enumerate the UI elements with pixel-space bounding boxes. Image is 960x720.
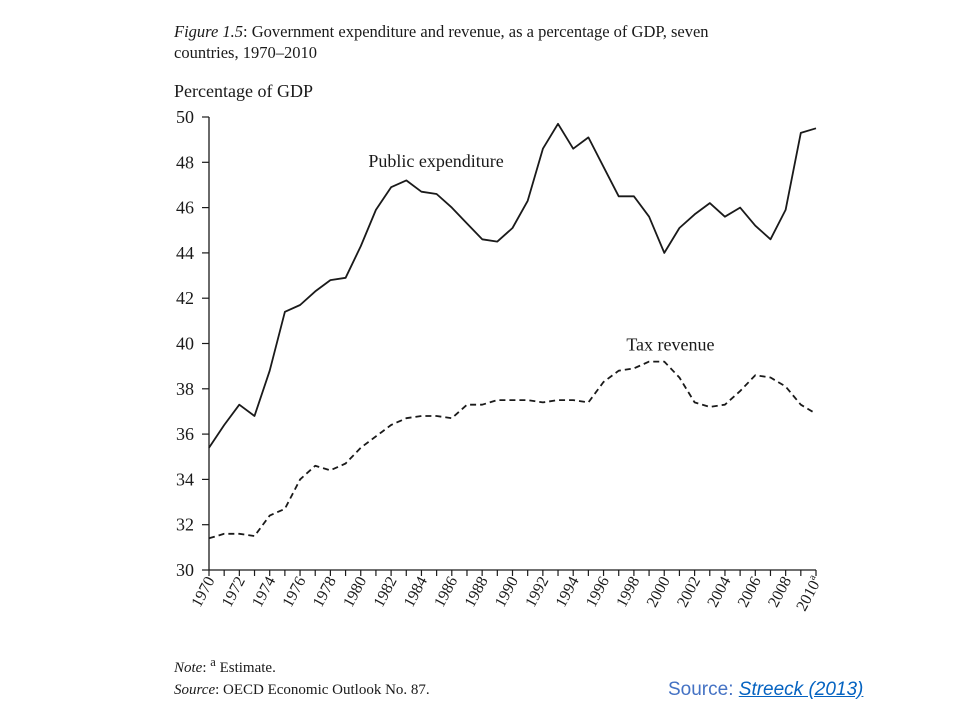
slide-source-prefix: Source: (668, 679, 734, 700)
y-tick-label: 50 (176, 107, 194, 127)
x-tick-label: 1988 (462, 574, 492, 610)
x-tick-label: 1984 (401, 574, 431, 610)
x-tick-label: 1972 (219, 574, 249, 610)
x-tick-label: 1980 (340, 574, 370, 610)
y-tick-label: 48 (176, 152, 194, 172)
y-tick-label: 36 (176, 424, 194, 444)
note-text: Estimate. (219, 660, 276, 676)
x-tick-label: 1990 (492, 574, 522, 610)
source-link[interactable]: Streeck (2013) (738, 679, 864, 700)
chart-series-lines (208, 122, 817, 540)
note-label: Note (174, 660, 203, 676)
figure-title: Government expenditure and revenue, as a… (174, 22, 709, 62)
figure-note: Note: a Estimate. (174, 655, 276, 676)
figure-source: Source: OECD Economic Outlook No. 87. (174, 682, 430, 698)
note-superscript: a (210, 655, 216, 669)
public-expenditure-label: Public expenditure (368, 151, 503, 171)
y-tick-label: 38 (176, 379, 194, 399)
public-expenditure-line (208, 122, 817, 449)
x-tick-label: 1976 (280, 574, 310, 610)
x-tick-label: 1986 (431, 574, 461, 610)
slide-source: Source: Streeck (2013) (668, 679, 863, 701)
x-tick-label: 2002 (674, 574, 704, 610)
x-tick-label: 2004 (704, 574, 734, 610)
y-axis-title: Percentage of GDP (174, 81, 313, 101)
y-tick-label: 32 (176, 515, 194, 535)
x-tick-label: 1994 (553, 574, 583, 610)
chart-series-labels: Public expenditure Tax revenue (368, 151, 714, 354)
tax-revenue-label: Tax revenue (626, 334, 714, 354)
source-label: Source (174, 682, 216, 698)
x-tick-label: 2008 (765, 574, 795, 610)
figure-caption: Figure 1.5: Government expenditure and r… (174, 22, 709, 62)
x-tick-superscript: a (807, 572, 819, 582)
x-tick-label: 1998 (613, 574, 643, 610)
tax-revenue-line (208, 360, 817, 540)
y-tick-label: 30 (176, 560, 194, 580)
x-tick-label: 1982 (371, 574, 401, 610)
y-tick-label: 42 (176, 288, 194, 308)
x-tick-label: 2006 (735, 574, 765, 610)
x-tick-label: 1996 (583, 574, 613, 610)
x-tick-label: 2010a (792, 572, 826, 614)
figure-label: Figure 1.5 (174, 22, 244, 41)
x-tick-label: 2000 (644, 574, 674, 610)
y-tick-label: 44 (176, 243, 194, 263)
x-tick-label: 1992 (522, 574, 552, 610)
x-tick-label: 1974 (249, 574, 279, 610)
y-tick-label: 46 (176, 198, 194, 218)
source-text: OECD Economic Outlook No. 87. (223, 682, 430, 698)
y-tick-label: 34 (176, 469, 194, 489)
x-tick-label: 1978 (310, 574, 340, 610)
y-tick-label: 40 (176, 334, 194, 354)
